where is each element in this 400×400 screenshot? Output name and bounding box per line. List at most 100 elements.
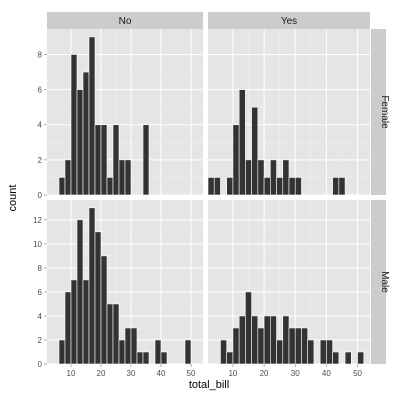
histogram-bar (257, 327, 265, 365)
histogram-bar (307, 339, 315, 365)
histogram-bar (184, 339, 192, 365)
x-tick-label: 10 (228, 369, 237, 378)
histogram-bar (70, 279, 78, 365)
x-tick-label: 50 (353, 369, 362, 378)
histogram-bar (130, 327, 138, 365)
histogram-bar (282, 315, 290, 365)
histogram-bar (160, 351, 168, 365)
histogram-bar (344, 351, 352, 365)
histogram-bar (70, 54, 78, 196)
histogram-bar (64, 159, 72, 196)
histogram-bar (112, 124, 120, 196)
histogram-bar (82, 279, 90, 365)
y-tick-label: 4 (38, 312, 43, 321)
histogram-bar (245, 159, 252, 196)
histogram-bar (207, 177, 215, 196)
column-strip-yes (208, 12, 370, 29)
histogram-bar (100, 255, 108, 365)
histogram-bar (294, 327, 302, 365)
x-tick-label: 20 (97, 369, 106, 378)
row-strip-male (371, 200, 386, 364)
histogram-bar (294, 177, 302, 196)
row-strip-label: Female (379, 95, 390, 129)
histogram-bar (124, 159, 132, 196)
histogram-bar (118, 339, 126, 365)
x-axis-title: total_bill (189, 379, 229, 391)
y-tick-label: 6 (38, 288, 43, 297)
row-strip-female (371, 29, 386, 195)
histogram-bar (263, 315, 271, 365)
histogram-bar (257, 159, 265, 196)
histogram-bar (106, 177, 114, 196)
x-tick-label: 50 (187, 369, 196, 378)
histogram-bar (94, 231, 102, 365)
histogram-bar (124, 327, 132, 365)
histogram-bar (332, 177, 340, 196)
x-tick-label: 40 (322, 369, 331, 378)
y-tick-label: 0 (38, 191, 43, 200)
y-tick-label: 8 (38, 264, 43, 273)
histogram-bar (245, 291, 252, 365)
histogram-bar (288, 177, 296, 196)
x-tick-label: 30 (127, 369, 136, 378)
histogram-bar (118, 159, 126, 196)
histogram-bar (76, 219, 84, 365)
histogram-bar (319, 339, 327, 365)
histogram-bar (270, 315, 277, 365)
y-tick-label: 10 (33, 240, 42, 249)
row-strip-label: Male (379, 271, 390, 293)
y-tick-label: 12 (33, 216, 42, 225)
histogram-bar (338, 177, 346, 196)
y-tick-label: 0 (38, 360, 43, 369)
x-tick-label: 40 (157, 369, 166, 378)
column-strip-label: Yes (281, 16, 297, 27)
histogram-bar (94, 124, 102, 196)
histogram-bar (76, 89, 84, 196)
histogram-bar (238, 89, 246, 196)
y-tick-label: 8 (38, 50, 43, 59)
histogram-bar (112, 303, 120, 365)
histogram-bar (100, 124, 108, 196)
histogram-bar (301, 327, 308, 365)
y-tick-label: 2 (38, 156, 43, 165)
column-strip-no (47, 12, 203, 29)
x-tick-label: 30 (291, 369, 300, 378)
histogram-bar (288, 327, 296, 365)
histogram-bar (88, 207, 96, 365)
histogram-bar (232, 327, 240, 365)
histogram-bar (226, 351, 234, 365)
histogram-bar (220, 339, 227, 365)
histogram-bar (82, 71, 90, 196)
histogram-bar (64, 291, 72, 365)
column-strip-label: No (119, 16, 132, 27)
histogram-bar (88, 36, 96, 196)
histogram-bar (357, 351, 365, 365)
y-tick-label: 4 (38, 121, 43, 130)
histogram-bar (276, 339, 284, 365)
histogram-bar (326, 339, 333, 365)
histogram-bar (106, 303, 114, 365)
histogram-bar (142, 351, 150, 365)
histogram-bar (276, 177, 284, 196)
x-tick-label: 10 (67, 369, 76, 378)
histogram-bar (154, 339, 162, 365)
histogram-bar (263, 177, 271, 196)
histogram-bar (270, 159, 277, 196)
x-tick-label: 20 (260, 369, 269, 378)
histogram-bar (332, 351, 340, 365)
histogram-bar (232, 124, 240, 196)
histogram-bar (282, 159, 290, 196)
y-tick-label: 2 (38, 336, 43, 345)
histogram-bar (251, 315, 259, 365)
histogram-bar (136, 351, 144, 365)
histogram-bar (238, 315, 246, 365)
histogram-bar (142, 124, 150, 196)
histogram-bar (58, 339, 66, 365)
y-axis-title: count (7, 185, 19, 212)
y-tick-label: 6 (38, 86, 43, 95)
histogram-bar (251, 106, 259, 196)
histogram-bar (226, 177, 234, 196)
histogram-bar (213, 177, 221, 196)
histogram-bar (58, 177, 66, 196)
